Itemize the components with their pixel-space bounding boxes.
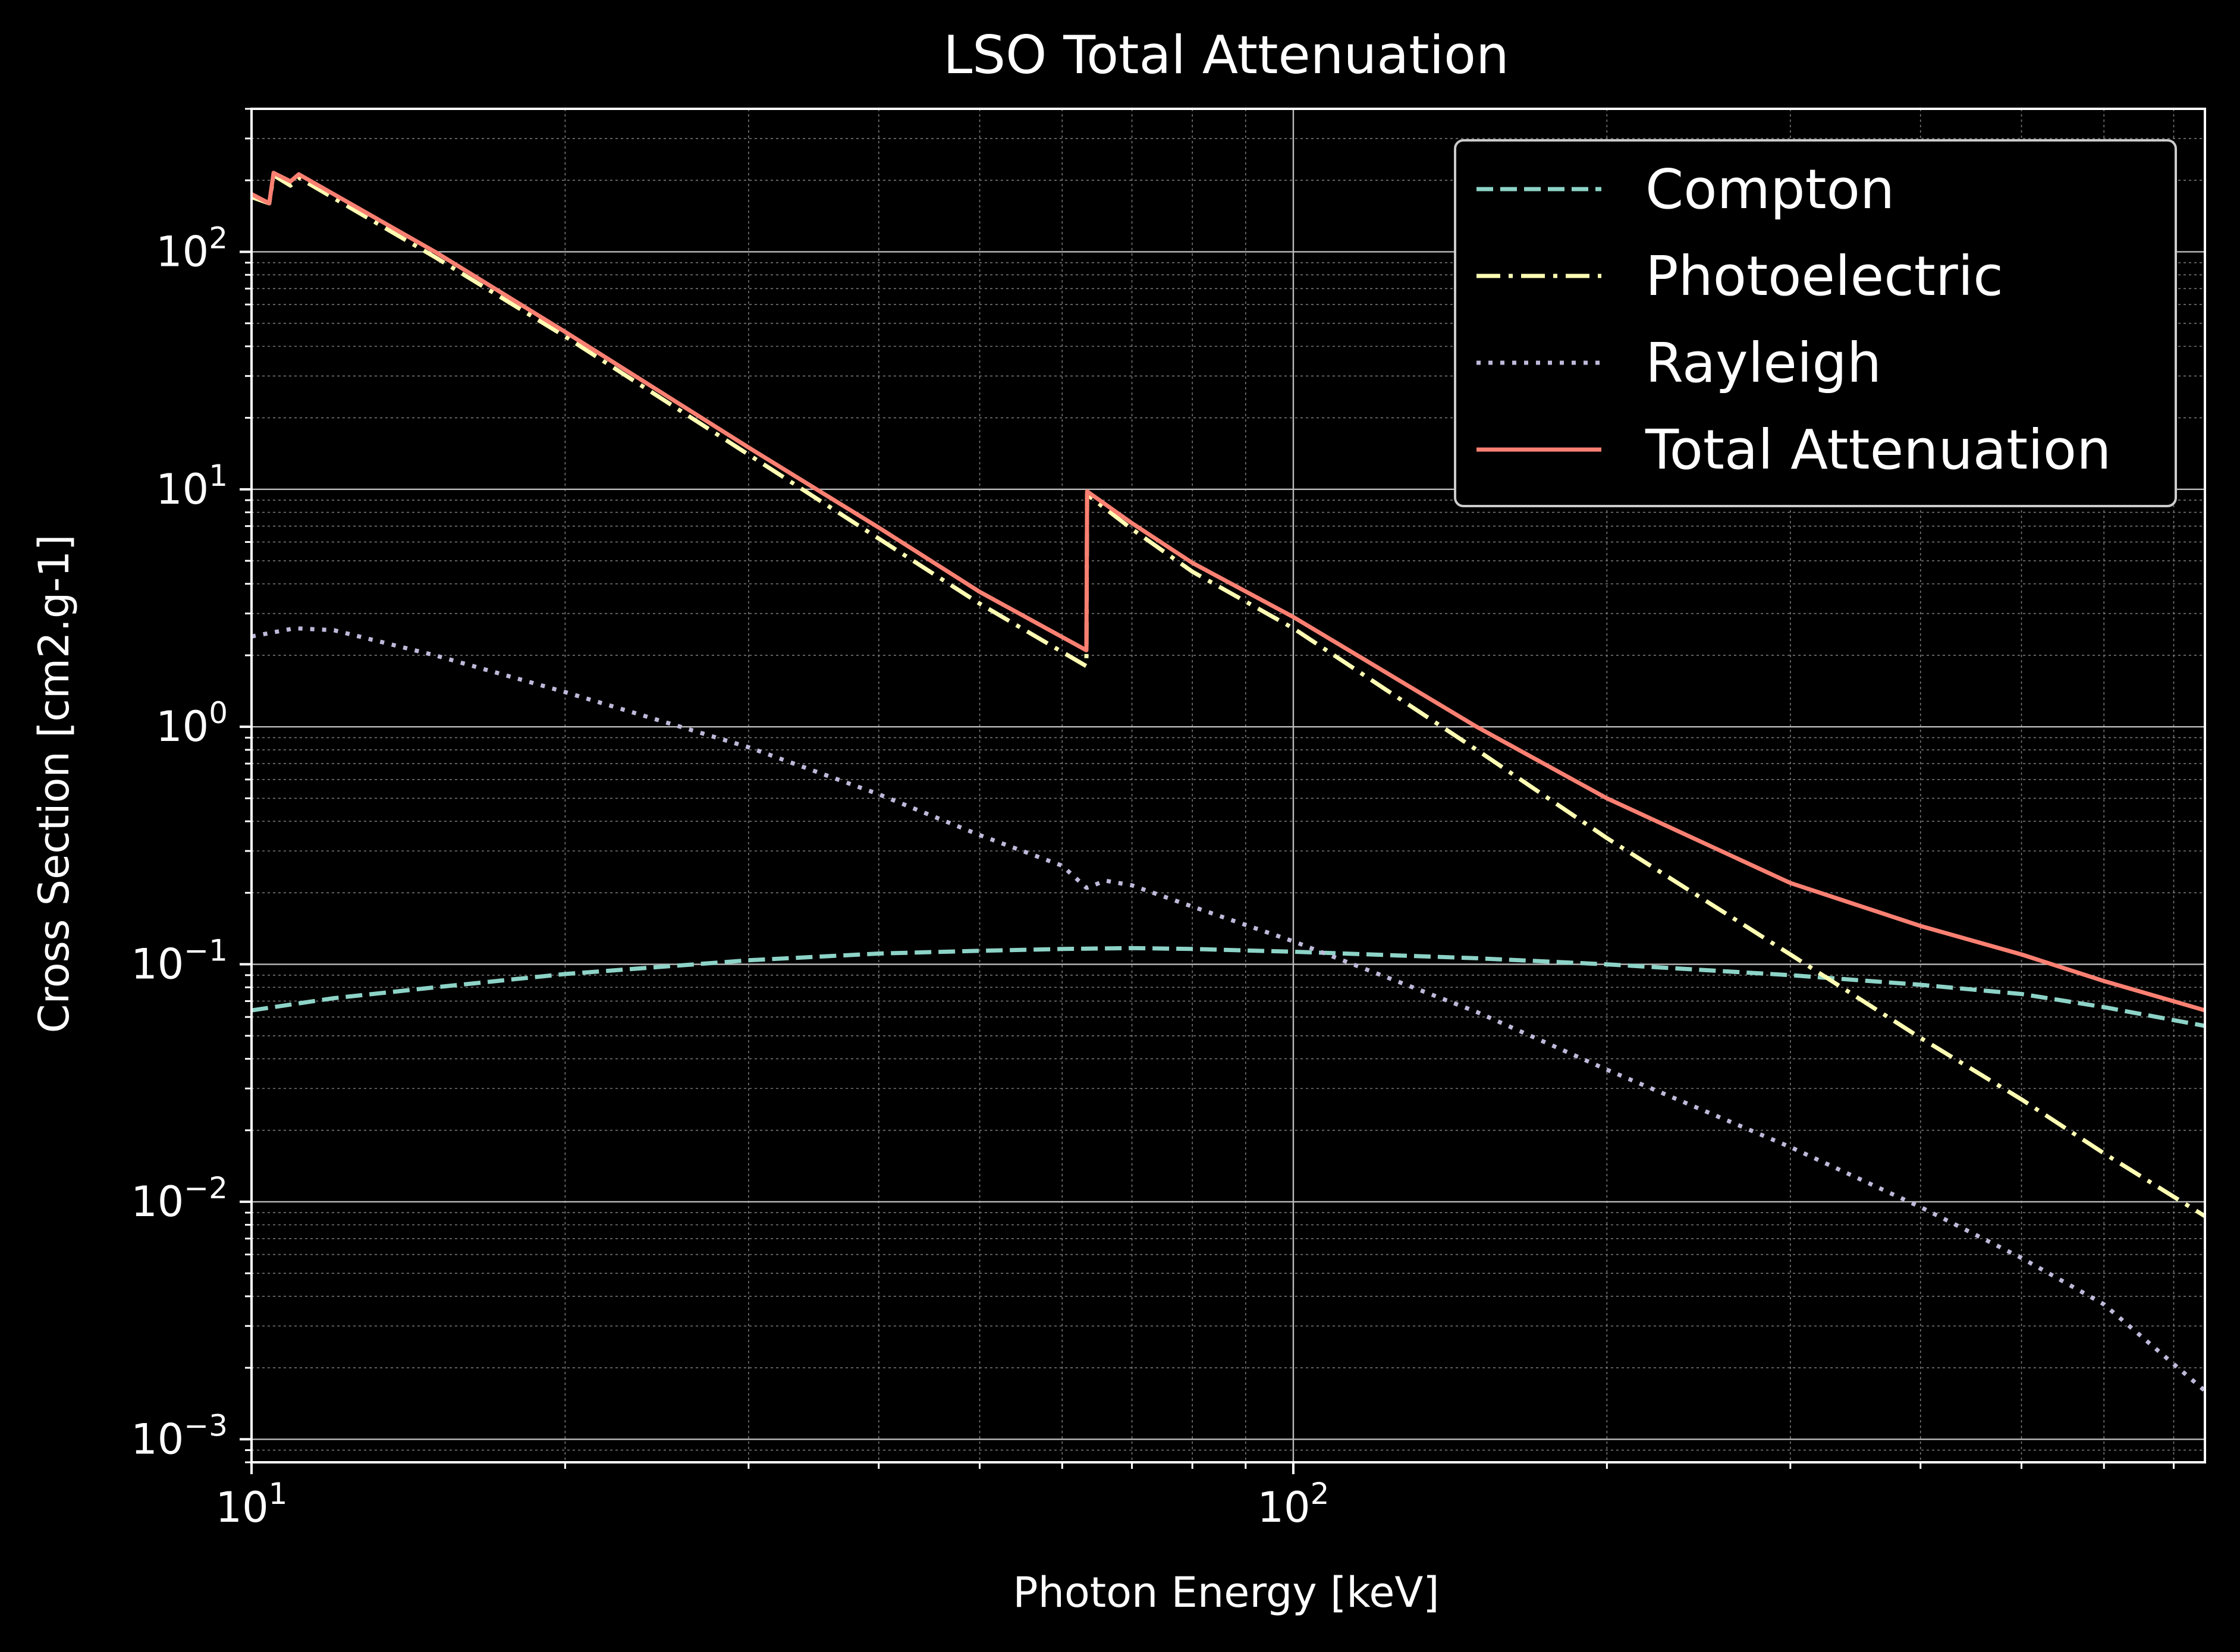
- y-tick-label-exponent: 0: [209, 696, 228, 730]
- x-tick-label: 101: [216, 1477, 288, 1532]
- y-tick-label-exponent: −1: [184, 934, 228, 968]
- y-axis-label: Cross Section [cm2.g-1]: [30, 535, 78, 1034]
- plot-frame: [250, 108, 2206, 1463]
- x-tick-label-exponent: 1: [269, 1477, 288, 1511]
- legend-label-compton: Compton: [1645, 158, 1895, 221]
- x-tick-label-base: 10: [1257, 1483, 1310, 1532]
- series-line-total-attenuation: [252, 171, 2205, 1013]
- y-tick-label-base: 10: [156, 465, 209, 514]
- legend-label-total-attenuation: Total Attenuation: [1645, 418, 2111, 482]
- legend: Compton Photoelectric Rayleigh Total Attenu…: [1454, 139, 2177, 507]
- y-tick-label: 10−1: [131, 934, 228, 989]
- y-tick-label: 10−3: [131, 1408, 228, 1463]
- y-tick-label-base: 10: [131, 1177, 184, 1226]
- legend-label-rayleigh: Rayleigh: [1645, 331, 1881, 395]
- y-tick-label-base: 10: [131, 1415, 184, 1463]
- y-tick-label: 100: [156, 696, 228, 751]
- x-tick-label-exponent: 2: [1311, 1477, 1330, 1511]
- y-tick-label-exponent: 1: [209, 458, 228, 493]
- y-tick-label-base: 10: [131, 940, 184, 989]
- y-tick-label: 101: [156, 458, 228, 514]
- plot-series: [252, 171, 2205, 1393]
- y-tick-label-exponent: −2: [184, 1171, 228, 1205]
- y-tick-label-base: 10: [156, 702, 209, 751]
- x-tick-label: 102: [1257, 1477, 1329, 1532]
- chart-title: LSO Total Attenuation: [943, 24, 1509, 86]
- legend-box: [1454, 139, 2177, 507]
- series-line-rayleigh: [252, 626, 2205, 1393]
- y-tick-label-exponent: −3: [184, 1408, 228, 1443]
- series-line-compton: [252, 946, 2205, 1028]
- legend-label-photoelectric: Photoelectric: [1645, 244, 2003, 308]
- y-tick-label-base: 10: [156, 227, 209, 276]
- y-tick-label: 102: [156, 221, 228, 276]
- x-axis-label: Photon Energy [keV]: [1013, 1568, 1439, 1617]
- y-tick-label: 10−2: [131, 1171, 228, 1226]
- x-tick-label-base: 10: [216, 1483, 269, 1532]
- y-tick-label-exponent: 2: [209, 221, 228, 255]
